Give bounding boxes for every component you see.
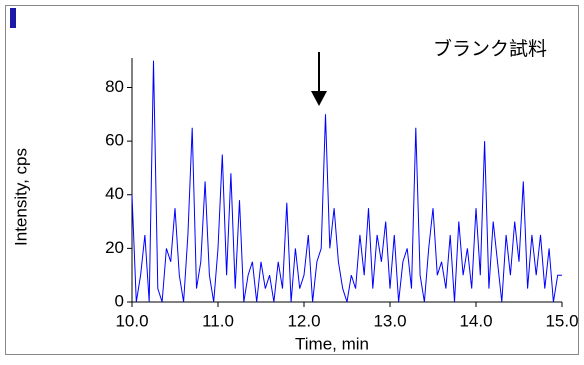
data-line xyxy=(131,60,562,303)
x-tick-label: 13.0 xyxy=(373,311,406,330)
x-tick-label: 12.0 xyxy=(287,311,320,330)
y-axis-label: Intensity, cps xyxy=(11,148,30,246)
marker xyxy=(10,8,16,28)
y-tick-label: 80 xyxy=(105,77,124,96)
x-tick-label: 10.0 xyxy=(115,311,148,330)
annotation: ブランク試料 xyxy=(433,37,547,60)
y-tick-label: 0 xyxy=(115,291,124,310)
x-tick-label: 14.0 xyxy=(459,311,492,330)
x-tick-label: 11.0 xyxy=(202,311,234,330)
y-tick-label: 40 xyxy=(105,184,124,203)
frame xyxy=(5,5,579,355)
y-tick-label: 20 xyxy=(105,238,124,257)
y-tick-label: 60 xyxy=(105,131,124,150)
x-axis-label: Time, min xyxy=(295,334,369,353)
x-tick-label: 15.0 xyxy=(545,311,578,330)
arrow xyxy=(311,52,327,106)
